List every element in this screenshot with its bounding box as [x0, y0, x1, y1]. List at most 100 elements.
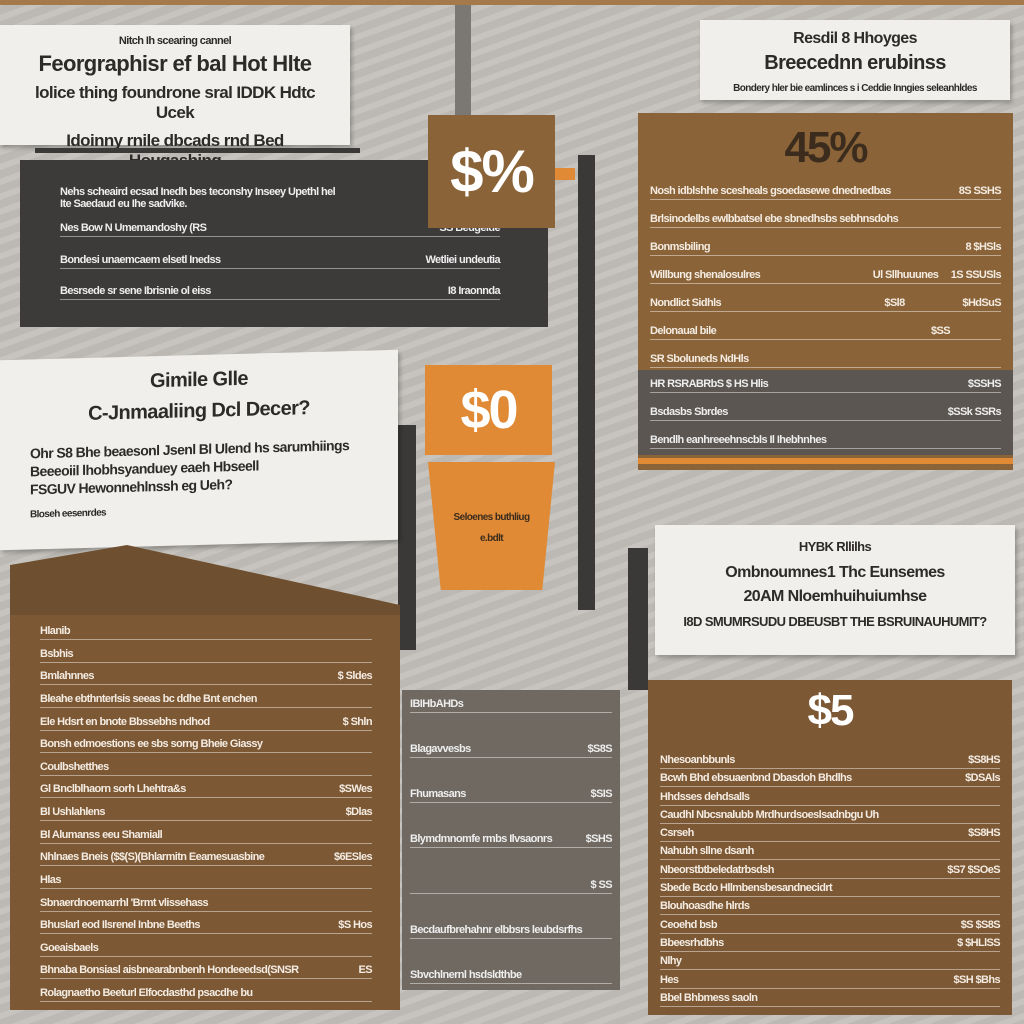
row-label: Sbvchlnernl hsdsldthbe [410, 968, 522, 981]
row-label: Nahubh sllne dsanh [660, 845, 754, 858]
row-label: Rolagnaetho Beeturl Elfocdasthd psacdhe … [40, 987, 253, 999]
row-label: Caudhl Nbcsnalubb Mrdhurdsoeslsadnbgu Uh [660, 808, 879, 821]
row-label: Nes Bow N Umemandoshy (RS [60, 222, 207, 234]
row: Ele Hdsrt en bnote Bbssebhs ndhod $ Shln [40, 714, 373, 731]
row: Delonaual bile $SS [650, 323, 1001, 340]
row-price: $ Sldes [337, 670, 373, 683]
pole [578, 155, 595, 610]
subtitle: Breecednn erubinss [764, 52, 946, 74]
row: Bbel Bhbmess saoln [660, 990, 1000, 1007]
row-price: $HdSuS [962, 297, 1001, 309]
row-price: 1S SSUSls [950, 269, 1002, 281]
row: SR Sboluneds NdHls [650, 351, 1001, 368]
row-label: Gl Bnclblhaorn sorh Lhehtra&s [40, 783, 186, 796]
row: Hhdsses dehdsalls [660, 789, 1000, 806]
row-label: Delonaual bile [650, 325, 717, 337]
row-list: IBIHbAHDs Blagavvesbs $S8S Fhumasans $SIS Bly… [402, 690, 620, 990]
intro-line: Nehs scheaird ecsad Inedh bes teconshy I… [60, 186, 336, 198]
row-price: 8 $HSls [965, 241, 1001, 253]
row: Nondlict Sidhls $Sl8 $HdSuS [650, 295, 1002, 312]
row: Brlsinodelbs ewlbbatsel ebe sbnedhsbs se… [650, 211, 1001, 228]
row: Nahubh sllne dsanh [660, 843, 1000, 861]
row-list: Hlanib Bsbhis Bmlahnnes $ Sldes Bleahe ebthn… [10, 615, 400, 1010]
row: Gl Bnclblhaorn sorh Lhehtra&s $SWes [40, 781, 373, 799]
badge: $0 [425, 365, 552, 455]
row-label: Blouhoasdhe hlrds [660, 900, 750, 913]
row-label: Hes [660, 973, 679, 986]
row-price: ES [358, 964, 373, 977]
row-label: Nlhy [660, 955, 682, 968]
row-price: $SSk SSRs [947, 406, 1002, 418]
row: Ceoehd bsb $S $S8S [660, 917, 1001, 934]
row-label: IBIHbAHDs [410, 698, 464, 710]
row: Bcwh Bhd ebsuaenbnd Dbasdoh Bhdlhs $DSAls [660, 770, 1001, 788]
row-list: Nes Bow N Umemandoshy (RS SS Beugeide Bond… [60, 220, 501, 300]
footnote: Bloseh eesenrdes [30, 507, 106, 521]
row-label: SR Sboluneds NdHls [650, 353, 749, 365]
line: 20AM Nloemhuihuiumhse [743, 588, 928, 605]
row-label: Ele Hdsrt en bnote Bbssebhs ndhod [40, 715, 210, 728]
title: Gimile Glle [150, 367, 248, 393]
row-price: $S Hos [338, 919, 372, 932]
row: Bl Ushlahlens $Dlas [40, 804, 373, 821]
row-label: Bcwh Bhd ebsuaenbnd Dbasdoh Bhdlhs [660, 772, 852, 785]
row-price: $S8HS [968, 827, 1000, 840]
row-price: $ $HLlSS [957, 936, 1000, 949]
row: Bhuslarl eod Ilsrenel Inbne Beeths $S Hos [40, 917, 373, 935]
row: Blymdmnomfe rmbs Ilvsaonrs $SHS [410, 831, 613, 849]
kicker: Nitch Ih scearing cannel [118, 35, 232, 47]
row: Nhlnaes Bneis ($$(S)(Bhlarmitn Eeamesuas… [40, 849, 373, 867]
row-note: $Sl8 [884, 297, 905, 309]
row-label: Bhnaba Bonsiasl aisbnearabnbenh Hondeeed… [40, 964, 299, 977]
row: Sbvchlnernl hsdsldthbe [410, 967, 612, 984]
row-label: Bl Alumanss eeu Shamiall [40, 828, 163, 841]
row: Sbnaerdnoemarrhl 'Brmt vlissehass [40, 895, 372, 912]
row: Bsdasbs Sbrdes $SSk SSRs [650, 404, 1002, 421]
row-label: Bl Ushlahlens [40, 806, 106, 818]
accent [638, 458, 1013, 464]
row-price: $S8HS [968, 754, 1000, 766]
row-label: Coulbshetthes [40, 760, 109, 773]
row: Bleahe ebthnterlsis seeas bc ddhe Bnt en… [40, 691, 372, 708]
row: Bl Alumanss eeu Shamiall [40, 827, 372, 844]
row-label: Nbeorstbtbeledatrbsdsh [660, 863, 775, 876]
big-number: $5 [807, 686, 855, 735]
row: Bonsh edmoestions ee sbs sorng Bheie Gia… [40, 736, 372, 754]
big-number: 45% [784, 123, 868, 172]
row-label: Nhesoanbbunls [660, 754, 735, 766]
cup-text: Seloenes buthliug [453, 512, 531, 523]
row-note: $SS [931, 325, 951, 337]
row-label: Becdaufbrehahnr elbbsrs leubdsrfhs [410, 923, 583, 936]
row-label: Nosh idblshhe scesheals gsoedasewe dnedn… [650, 185, 891, 197]
row-label: HR RSRABRbS $ HS Hlis [650, 378, 769, 390]
row-price: $ Shln [342, 715, 373, 728]
menu-panel: $5 Nhesoanbbunls $S8HS Bcwh Bhd ebsuaenbnd… [648, 680, 1012, 1015]
row-label: Bbel Bhbmess saoln [660, 991, 758, 1004]
row-label: Bonsh edmoestions ee sbs sorng Bheie Gia… [40, 738, 263, 751]
row-price: $SHS [585, 833, 613, 846]
row-label: Brlsinodelbs ewlbbatsel ebe sbnedhsbs se… [650, 213, 899, 225]
row-price: $SSHS [967, 378, 1002, 390]
row: Bmlahnnes $ Sldes [40, 668, 373, 686]
row: Besrsede sr sene Ibrisnie ol eiss I8 Irao… [60, 283, 501, 300]
row: Blagavvesbs $S8S [410, 741, 613, 759]
subtitle: C-Jnmaaliing Dcl Decer? [88, 397, 310, 425]
row-label: Willbung shenalosulres [650, 269, 761, 281]
row-price: I8 Iraonnda [447, 285, 501, 297]
underline [35, 148, 360, 153]
row: Fhumasans $SIS [410, 786, 613, 804]
row-label: Bendlh eanhreeehnscbls Il Ihebhnhes [650, 434, 827, 446]
row-list: HR RSRABRbS $ HS Hlis $SSHS Bsdasbs Sbrdes… [638, 370, 1013, 455]
intro-card: Nitch Ih scearing cannel Feorgraphisr ef… [0, 25, 350, 170]
row-label: Bsdasbs Sbrdes [650, 406, 728, 418]
row-label: Bbeesrhdbhs [660, 936, 724, 949]
row-label: Bleahe ebthnterlsis seeas bc ddhe Bnt en… [40, 692, 258, 705]
row-label: Bsbhis [40, 647, 74, 660]
row-label: Goeaisbaels [40, 941, 99, 954]
row-price: $6ESles [333, 851, 373, 864]
row: Nbeorstbtbeledatrbsdsh $S7 $SOeS [660, 862, 1001, 879]
row-label: Csrseh [660, 827, 694, 840]
row: Bhnaba Bonsiasl aisbnearabnbenh Hondeeed… [40, 962, 373, 980]
row-price: $SWes [339, 783, 372, 796]
